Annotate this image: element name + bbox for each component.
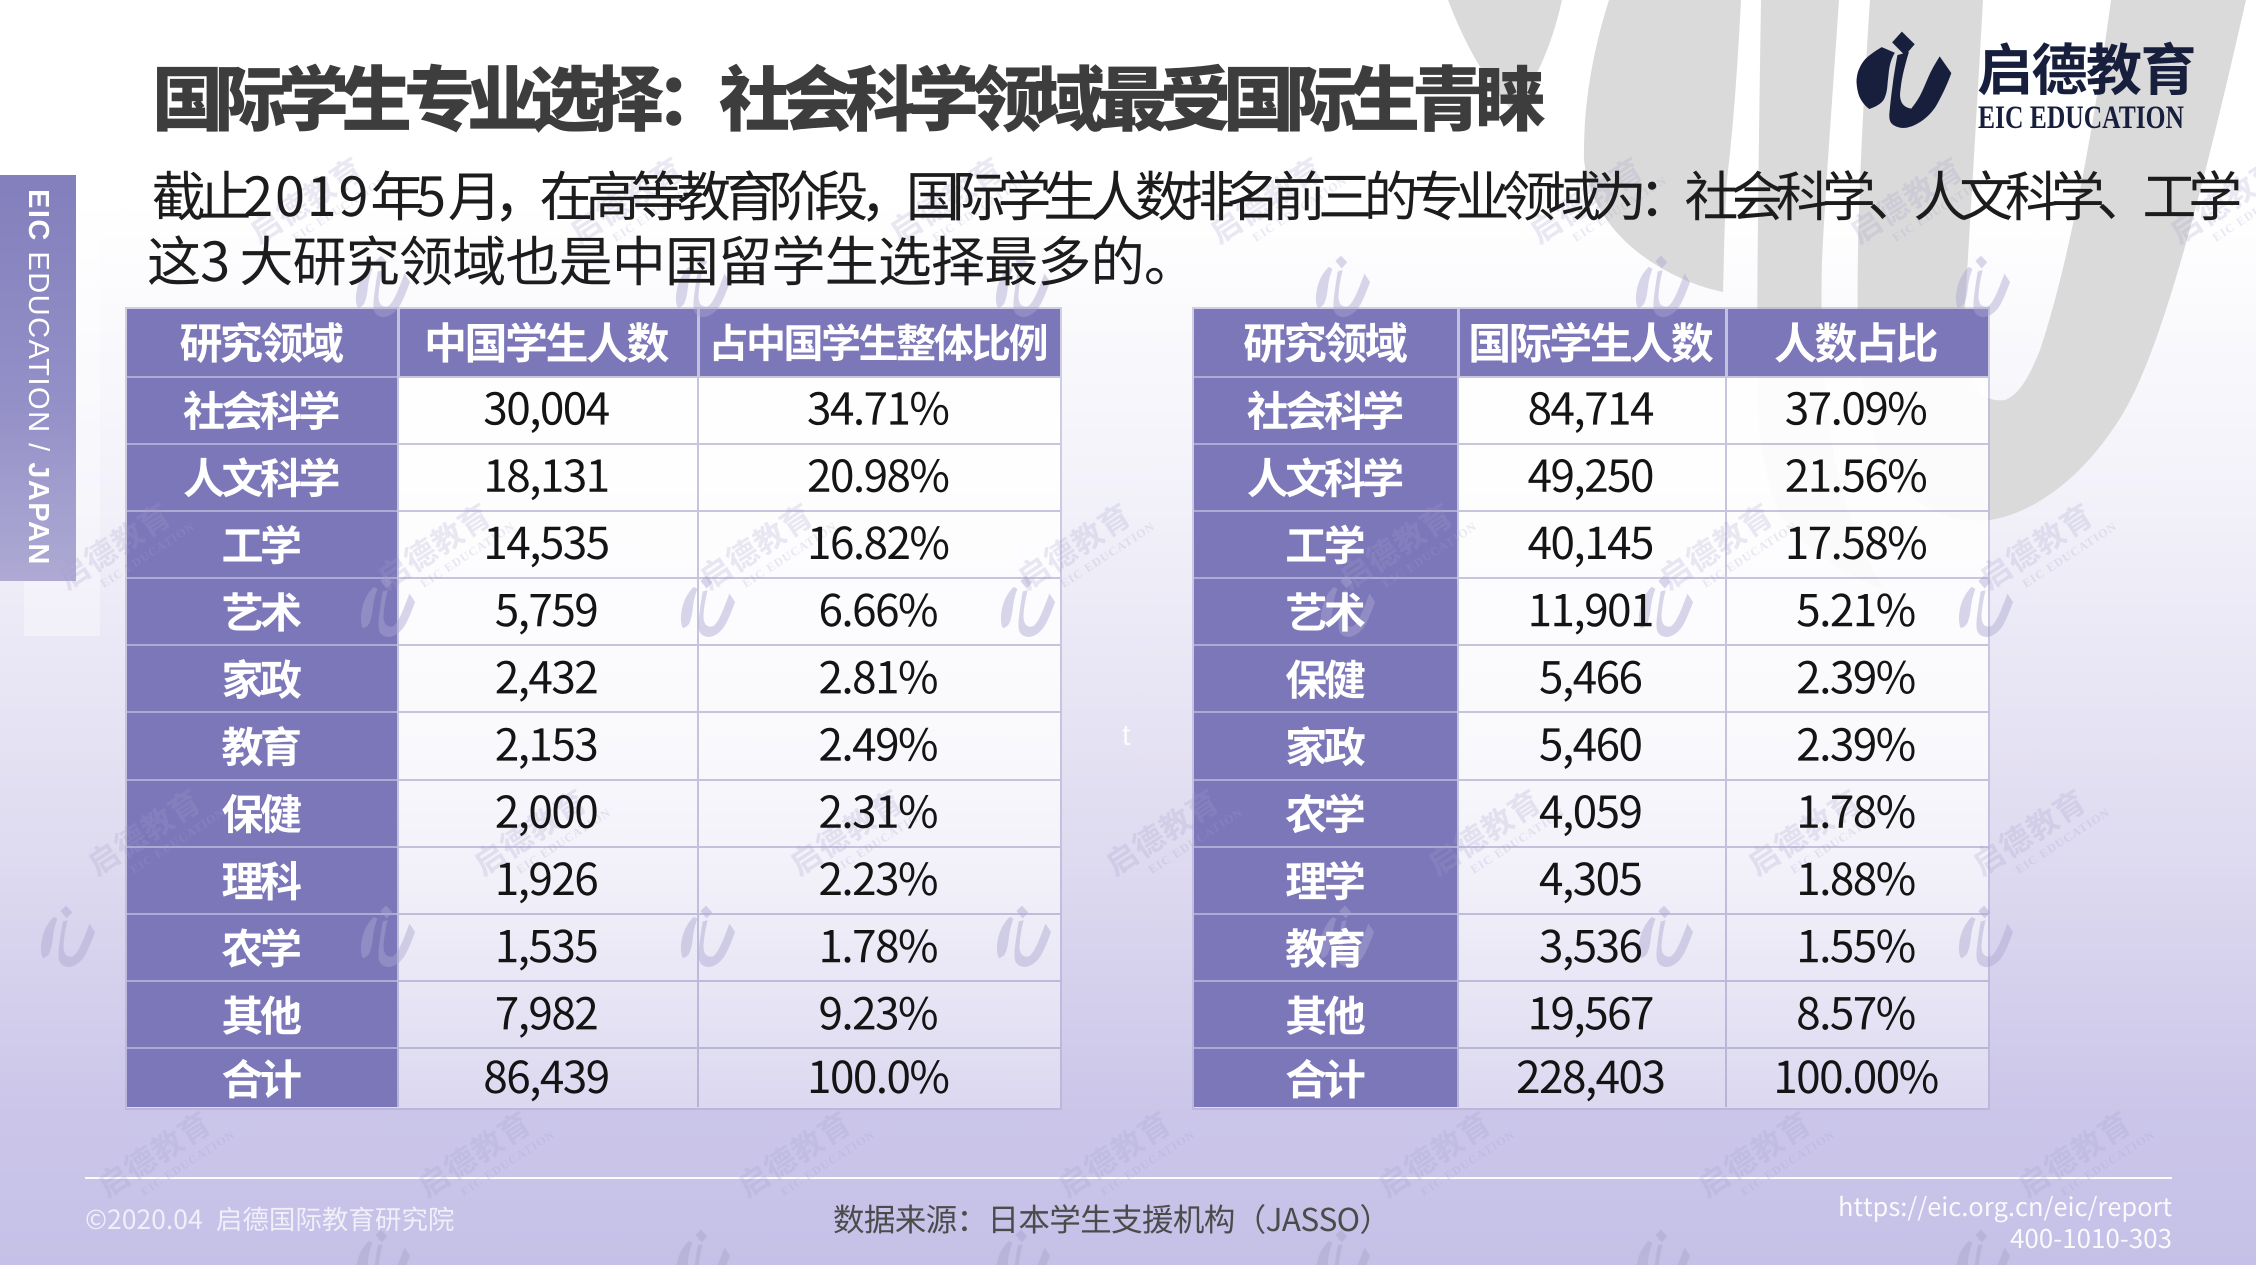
svg-text:t: t <box>1122 719 1131 752</box>
svg-text:EIC EDUCATION: EIC EDUCATION <box>1978 100 2184 136</box>
